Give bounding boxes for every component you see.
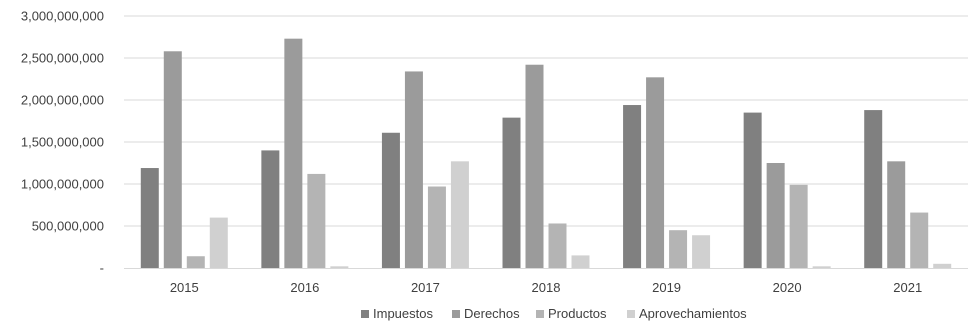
x-tick-label: 2016 <box>290 280 319 295</box>
bar-derechos-2017 <box>404 71 423 268</box>
x-axis-tick-labels: 2015 2016 2017 2018 2019 2020 2021 <box>170 280 922 295</box>
bar-aprovechamientos-2020 <box>812 266 831 268</box>
x-tick-label: 2020 <box>773 280 802 295</box>
bar-derechos-2019 <box>646 77 665 268</box>
y-tick-label: - <box>100 261 104 276</box>
bar-impuestos-2020 <box>743 112 762 268</box>
legend-swatch-aprovechamientos <box>627 310 635 318</box>
bar-productos-2017 <box>427 186 446 268</box>
bar-aprovechamientos-2021 <box>933 263 952 268</box>
legend-swatch-impuestos <box>361 310 369 318</box>
bar-derechos-2021 <box>887 161 906 268</box>
bar-productos-2021 <box>910 212 929 268</box>
legend-label-derechos: Derechos <box>464 306 520 321</box>
bar-impuestos-2016 <box>261 150 280 268</box>
bar-impuestos-2021 <box>864 110 883 268</box>
legend-swatch-productos <box>536 310 544 318</box>
bar-impuestos-2015 <box>140 168 159 268</box>
bar-aprovechamientos-2018 <box>571 255 590 268</box>
x-tick-label: 2021 <box>893 280 922 295</box>
bar-aprovechamientos-2017 <box>450 161 469 268</box>
legend-label-productos: Productos <box>548 306 607 321</box>
x-tick-label: 2019 <box>652 280 681 295</box>
legend: Impuestos Derechos Productos Aprovechamient… <box>361 306 747 321</box>
y-tick-label: 500,000,000 <box>32 219 104 234</box>
bar-productos-2019 <box>669 230 688 268</box>
bar-aprovechamientos-2016 <box>330 266 349 268</box>
bar-derechos-2018 <box>525 64 544 268</box>
bar-derechos-2016 <box>284 38 303 269</box>
legend-label-aprovechamientos: Aprovechamientos <box>639 306 747 321</box>
bar-impuestos-2019 <box>623 105 642 268</box>
y-tick-label: 2,000,000,000 <box>21 93 104 108</box>
y-tick-label: 1,500,000,000 <box>21 135 104 150</box>
bar-derechos-2020 <box>766 163 785 268</box>
bar-derechos-2015 <box>163 51 182 268</box>
x-tick-label: 2018 <box>532 280 561 295</box>
legend-swatch-derechos <box>452 310 460 318</box>
bar-productos-2018 <box>548 223 567 268</box>
gridlines <box>124 15 968 227</box>
y-tick-label: 2,500,000,000 <box>21 51 104 66</box>
x-tick-label: 2015 <box>170 280 199 295</box>
x-tick-label: 2017 <box>411 280 440 295</box>
bar-productos-2015 <box>186 256 205 268</box>
bar-impuestos-2017 <box>381 132 400 268</box>
bars <box>140 38 952 269</box>
y-axis-tick-labels: - 500,000,000 1,000,000,000 1,500,000,000 2,… <box>21 9 104 276</box>
bar-productos-2016 <box>307 173 326 268</box>
bar-aprovechamientos-2019 <box>692 235 711 268</box>
y-tick-label: 1,000,000,000 <box>21 177 104 192</box>
bar-impuestos-2018 <box>502 117 521 268</box>
bar-aprovechamientos-2015 <box>209 217 228 268</box>
legend-label-impuestos: Impuestos <box>373 306 433 321</box>
y-tick-label: 3,000,000,000 <box>21 9 104 24</box>
bar-productos-2020 <box>789 184 808 268</box>
